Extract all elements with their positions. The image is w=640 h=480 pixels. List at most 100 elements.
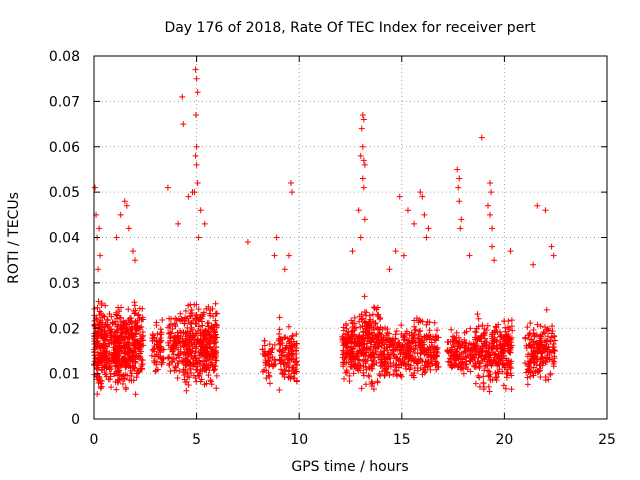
data-point — [286, 373, 293, 380]
data-point — [366, 365, 373, 372]
data-point — [484, 322, 491, 329]
data-point — [391, 366, 398, 373]
data-point — [455, 184, 462, 191]
data-point — [174, 333, 181, 340]
data-point — [522, 334, 529, 341]
data-point — [111, 329, 118, 336]
data-point — [212, 331, 219, 338]
data-point — [462, 344, 469, 351]
data-point — [367, 338, 374, 345]
data-point — [113, 234, 120, 241]
data-point — [92, 184, 99, 191]
data-point — [359, 322, 366, 329]
data-point — [413, 342, 420, 349]
data-point — [351, 314, 358, 321]
data-point — [120, 356, 127, 363]
data-point — [184, 370, 191, 377]
data-point — [152, 353, 159, 360]
data-point — [182, 308, 189, 315]
data-point — [472, 380, 479, 387]
data-point — [276, 356, 283, 363]
data-point — [489, 243, 496, 250]
x-tick-label: 20 — [495, 432, 513, 448]
data-point — [209, 305, 216, 312]
data-point — [114, 323, 121, 330]
data-point — [106, 364, 113, 371]
data-point — [122, 320, 129, 327]
data-point — [550, 363, 557, 370]
data-point — [479, 357, 486, 364]
data-point — [112, 333, 119, 340]
data-point — [475, 315, 482, 322]
data-point — [128, 372, 135, 379]
data-point — [491, 257, 498, 264]
data-point — [507, 344, 514, 351]
data-point — [504, 324, 511, 331]
data-point — [501, 342, 508, 349]
data-point — [347, 354, 354, 361]
data-point — [212, 300, 219, 307]
data-point — [111, 344, 118, 351]
data-point — [365, 320, 372, 327]
data-point — [203, 361, 210, 368]
x-tick-label: 15 — [393, 432, 411, 448]
data-point — [169, 348, 176, 355]
data-point — [154, 366, 161, 373]
data-point — [360, 358, 367, 365]
data-point — [137, 365, 144, 372]
data-point — [421, 349, 428, 356]
data-point — [190, 372, 197, 379]
data-point — [206, 310, 213, 317]
data-point — [417, 189, 424, 196]
data-point — [344, 331, 351, 338]
data-point — [411, 220, 418, 227]
data-point — [194, 327, 201, 334]
data-point — [458, 216, 465, 223]
data-point — [135, 312, 142, 319]
data-point — [186, 374, 193, 381]
data-point — [350, 370, 357, 377]
data-point — [116, 367, 123, 374]
data-point — [271, 252, 278, 259]
data-point — [364, 340, 371, 347]
data-point — [185, 382, 192, 389]
data-point — [183, 362, 190, 369]
data-point — [467, 325, 474, 332]
data-point — [177, 348, 184, 355]
data-point — [130, 377, 137, 384]
data-point — [428, 344, 435, 351]
data-point — [285, 252, 292, 259]
data-point — [367, 352, 374, 359]
data-point — [549, 323, 556, 330]
data-point — [182, 333, 189, 340]
data-point — [486, 388, 493, 395]
data-point — [203, 345, 210, 352]
data-point — [430, 354, 437, 361]
data-point — [94, 391, 101, 398]
data-point — [474, 311, 481, 318]
data-point — [481, 335, 488, 342]
data-point — [502, 328, 509, 335]
data-point — [204, 338, 211, 345]
data-point — [359, 175, 366, 182]
data-point — [175, 352, 182, 359]
data-point — [166, 354, 173, 361]
data-point — [533, 361, 540, 368]
data-point — [550, 341, 557, 348]
data-point — [176, 368, 183, 375]
data-point — [343, 335, 350, 342]
data-point — [460, 370, 467, 377]
data-point — [98, 300, 105, 307]
data-point — [285, 367, 292, 374]
data-point — [122, 386, 129, 393]
data-point — [189, 326, 196, 333]
data-point — [105, 357, 112, 364]
data-point — [339, 333, 346, 340]
data-point — [419, 193, 426, 200]
data-point — [118, 329, 125, 336]
data-point — [508, 339, 515, 346]
data-point — [285, 355, 292, 362]
data-point — [125, 225, 132, 232]
data-point — [200, 358, 207, 365]
